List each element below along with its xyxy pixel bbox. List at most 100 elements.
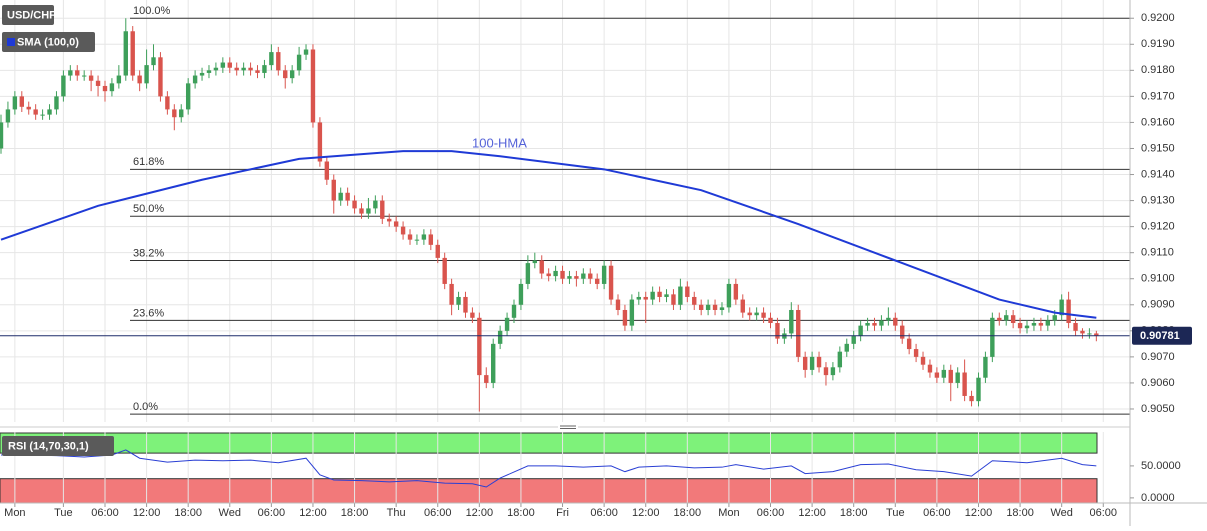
candle-body [116, 75, 122, 84]
candle-body [698, 304, 704, 310]
candle-body [407, 234, 413, 240]
candle-body [726, 283, 732, 308]
candle-body [449, 283, 454, 305]
candle-body [1080, 330, 1085, 334]
y-tick-label: 0.9150 [1141, 142, 1175, 154]
candle-body [893, 317, 898, 326]
candle-body [761, 312, 766, 318]
candle-body [1094, 333, 1099, 336]
candle-body [317, 122, 323, 162]
candle-body [1010, 315, 1016, 324]
candle-body [151, 57, 156, 66]
x-tick-label: 12:00 [466, 507, 494, 519]
candle-body [421, 234, 427, 240]
y-tick-label: 0.9190 [1141, 38, 1175, 50]
x-tick-label: Tue [886, 507, 905, 519]
candle-body [553, 270, 558, 277]
candle-body [491, 343, 496, 383]
candle-body [12, 96, 18, 110]
candle-body [102, 85, 108, 92]
candle-body [1087, 333, 1092, 335]
x-tick-label: 06:00 [424, 507, 452, 519]
x-tick-label: 06:00 [757, 507, 785, 519]
indicator-box[interactable] [2, 32, 95, 52]
rsi-box[interactable] [2, 436, 114, 456]
candle-body [650, 291, 655, 300]
y-tick-label: 0.9070 [1141, 351, 1175, 363]
handle-bg[interactable] [558, 424, 578, 431]
candle-body [719, 307, 725, 310]
candle-body [68, 70, 73, 76]
candle-body [234, 67, 239, 71]
candle-body [144, 65, 149, 84]
legend-label: SMA (100,0) [17, 36, 79, 48]
price-panel [0, 0, 1130, 422]
candle-body [1031, 323, 1037, 326]
candle-body [574, 276, 579, 279]
last-price-label: 0.90781 [1140, 330, 1180, 342]
candle-body [685, 286, 690, 297]
candle-body [199, 72, 205, 76]
candle-body [983, 356, 988, 378]
candle-body [33, 109, 38, 115]
candle-body [657, 291, 662, 297]
plot-layer: Mon Tue 06:00 12:00 18:00 Wed 06:00 12:00 18:00 T… [0, 0, 1130, 519]
candle-body [504, 317, 510, 331]
candle-body [789, 309, 794, 334]
candle-body [262, 65, 267, 73]
candle-body [809, 356, 815, 370]
candle-body [920, 356, 926, 365]
candle-body [664, 294, 669, 297]
fib-label: 100.0% [133, 5, 171, 17]
candle-body [248, 67, 253, 71]
candle-body [123, 31, 128, 76]
y-tick-label: 0.9050 [1141, 403, 1175, 415]
candle-body [75, 70, 80, 76]
candle-body [331, 179, 336, 201]
symbol-box[interactable] [2, 5, 54, 25]
candle-body [796, 309, 801, 357]
candle-body [497, 330, 503, 344]
fib-label: 23.6% [133, 307, 164, 319]
candle-body [470, 312, 475, 318]
candle-body [906, 338, 912, 350]
candle-body [5, 109, 11, 123]
candle-body [636, 296, 641, 300]
legend-swatch [7, 38, 15, 46]
candle-body [608, 265, 614, 300]
candle-body [629, 299, 635, 326]
candle-body [969, 395, 974, 402]
candle-body [581, 273, 586, 279]
candle-body [740, 299, 745, 313]
y-tick-label: 0.0000 [1141, 492, 1175, 504]
fib-label: 0.0% [133, 401, 158, 413]
candle-body [927, 364, 933, 373]
candle-body [976, 377, 981, 402]
candle-body [518, 283, 524, 305]
candle-body [296, 54, 302, 71]
x-tick-label: 18:00 [840, 507, 868, 519]
x-tick-label: 12:00 [133, 507, 161, 519]
candle-body [345, 192, 350, 201]
candle-body [1066, 299, 1071, 324]
last-price-box [1132, 326, 1192, 345]
overbought-band [0, 432, 1098, 454]
candle-body [768, 317, 773, 324]
candle-body [955, 372, 960, 383]
x-tick-label: Wed [219, 507, 241, 519]
candle-body [165, 96, 170, 110]
candle-body [276, 52, 281, 71]
candle-body [775, 323, 780, 339]
candle-body [61, 75, 66, 97]
candle-body [352, 200, 357, 209]
candle-body [747, 312, 752, 316]
x-tick-label: 18:00 [174, 507, 202, 519]
divider-handle[interactable] [558, 424, 578, 431]
candle-body [109, 83, 115, 92]
candle-body [851, 336, 856, 344]
x-tick-label: 18:00 [1006, 507, 1034, 519]
candle-body [997, 317, 1002, 321]
x-tick-label: Wed [1050, 507, 1072, 519]
rsi-line [1, 449, 1097, 488]
